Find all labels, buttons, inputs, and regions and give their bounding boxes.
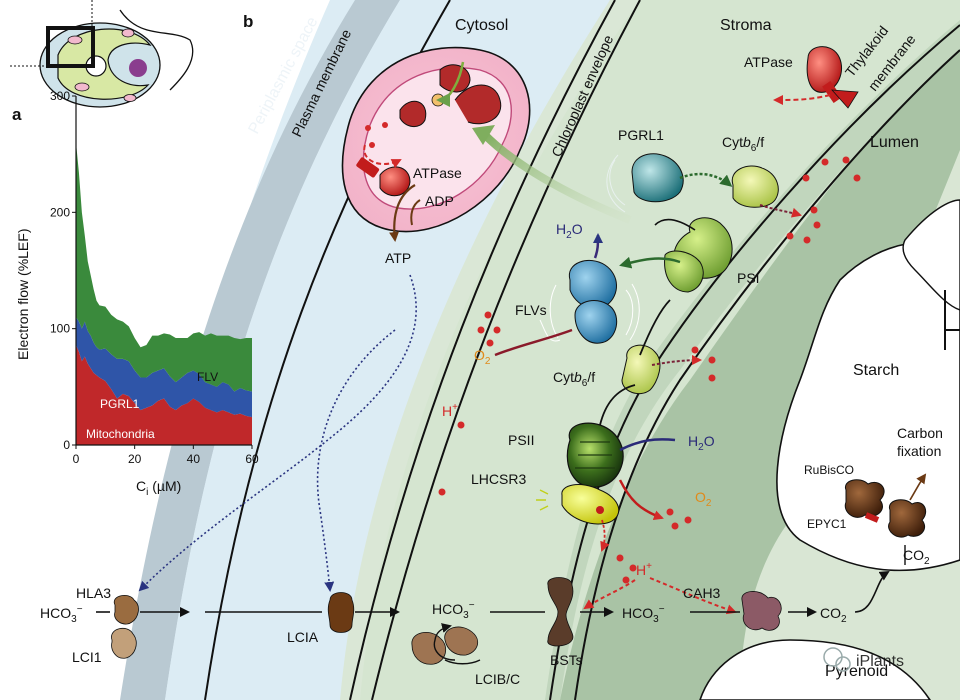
hco3-mid-label: HCO3− xyxy=(432,600,475,621)
x-tick-label: 0 xyxy=(73,452,80,466)
labels: ATPase PGRL1 Cytb6/f PSI FLVs Cytb6/f PS… xyxy=(40,54,943,687)
bsts-icon xyxy=(547,577,574,647)
cyt-b6f-top-label: Cytb6/f xyxy=(722,134,764,154)
pgrl1-label: PGRL1 xyxy=(618,127,664,143)
atpase-label: ATPase xyxy=(744,54,793,70)
o2-right-label: O2 xyxy=(695,489,712,509)
lcibc-icon xyxy=(411,631,447,665)
cyt-b6f-mid-icon xyxy=(621,344,661,395)
thylakoid-atpase-icon xyxy=(773,46,859,109)
y-tick-label: 0 xyxy=(63,438,70,452)
panel-a-letter: a xyxy=(12,105,22,124)
thylakoid-proteins xyxy=(494,46,859,552)
export-arrow-head xyxy=(472,125,495,145)
mitochondrion xyxy=(341,46,531,242)
epyc1-icon xyxy=(864,512,880,523)
transport-row xyxy=(96,570,890,665)
proton-dots xyxy=(438,156,861,584)
psii-label: PSII xyxy=(508,432,534,448)
mito-adp-label: ADP xyxy=(425,193,454,209)
area-flv xyxy=(76,142,252,392)
x-tick-label: 60 xyxy=(245,452,259,466)
rubisco-complex xyxy=(844,473,927,565)
rubisco-icon xyxy=(844,479,885,518)
hla3-icon xyxy=(113,595,139,625)
carbon-fixation-label-2: fixation xyxy=(897,443,941,459)
pgrl1-icon xyxy=(631,153,684,203)
co2-fixation-label: CO2 xyxy=(903,547,930,567)
hco3-left-label: HCO3− xyxy=(40,604,83,625)
lhcsr3-icon xyxy=(561,484,620,525)
hplus-right-label: H+ xyxy=(636,561,652,578)
export-arrow xyxy=(482,132,632,224)
y-tick-label: 100 xyxy=(50,322,70,336)
bsts-label: BSTs xyxy=(550,652,583,668)
y-tick-label: 300 xyxy=(50,89,70,103)
electron-flow-chart: 0 100 200 300 0 20 40 60 Electron flow (%LEF) C… xyxy=(15,89,259,498)
hla3-label: HLA3 xyxy=(76,585,111,601)
mito-atp-label: ATP xyxy=(385,250,411,266)
carbon-fixation-label-1: Carbon xyxy=(897,425,943,441)
lci1-label: LCI1 xyxy=(72,649,102,665)
stroma-label: Stroma xyxy=(720,17,772,34)
lcibc-label: LCIB/C xyxy=(475,671,520,687)
cytosol-label: Cytosol xyxy=(455,17,508,34)
mito-atpase-label: ATPase xyxy=(413,165,462,181)
area-mitochondria xyxy=(76,344,252,445)
series-label-mitochondria: Mitochondria xyxy=(86,427,155,441)
chart-areas xyxy=(76,142,252,445)
series-label-pgrl1: PGRL1 xyxy=(100,397,140,411)
lhcsr3-label: LHCSR3 xyxy=(471,471,526,487)
area-pgrl1 xyxy=(76,317,252,418)
starch-label: Starch xyxy=(853,362,899,379)
cell-thumbnail xyxy=(10,0,194,108)
panel-b-letter: b xyxy=(243,12,253,31)
o2-left-label: O2 xyxy=(474,347,491,367)
lci1-icon xyxy=(111,627,137,659)
epyc1-label: EPYC1 xyxy=(807,517,847,531)
h2o-psii-label: H2O xyxy=(688,433,715,453)
h2o-top-label: H2O xyxy=(556,221,583,241)
chart-ticks: 0 100 200 300 0 20 40 60 xyxy=(50,89,259,466)
rubisco-label: RuBisCO xyxy=(804,463,854,477)
hplus-left-label: H+ xyxy=(442,402,458,419)
lcia-label: LCIA xyxy=(287,629,319,645)
x-tick-label: 20 xyxy=(128,452,142,466)
cah3-label: CAH3 xyxy=(683,585,721,601)
atp-transport-arrows xyxy=(138,274,417,592)
lumen-label: Lumen xyxy=(870,134,919,151)
mito-atpase-stalk-icon xyxy=(356,157,380,178)
flvs-label: FLVs xyxy=(515,302,547,318)
psi-label: PSI xyxy=(737,270,760,286)
watermark-label: iPlants xyxy=(856,653,904,670)
series-label-flv: FLV xyxy=(197,370,218,384)
watermark: iPlants xyxy=(823,647,904,672)
lcia-icon xyxy=(327,592,355,633)
chart-xlabel: Ci (µM) xyxy=(136,478,181,498)
cyt-b6f-mid-label: Cytb6/f xyxy=(553,369,595,389)
cah3-icon xyxy=(741,591,782,631)
hco3-right-label: HCO3− xyxy=(622,604,665,625)
co2-pyrenoid-label: CO2 xyxy=(820,605,847,625)
y-tick-label: 200 xyxy=(50,205,70,219)
cyt-b6f-top-icon xyxy=(731,165,779,208)
x-tick-label: 40 xyxy=(187,452,201,466)
chart-ylabel: Electron flow (%LEF) xyxy=(15,229,31,360)
proton-arrows xyxy=(583,577,737,615)
pyrenoid-label: Pyrenoid xyxy=(825,663,888,680)
